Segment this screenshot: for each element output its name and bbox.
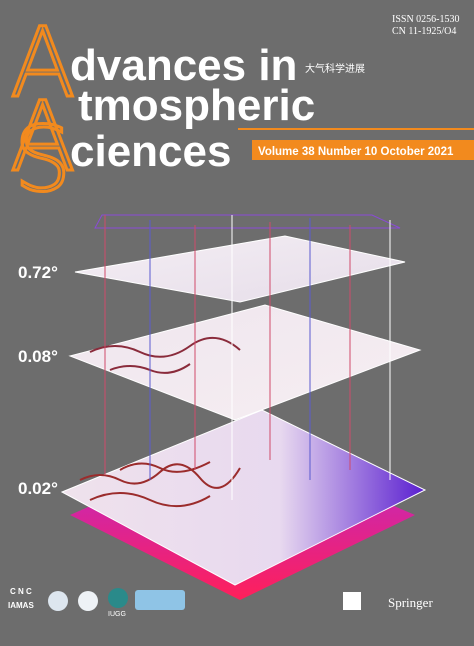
title-initial: A xyxy=(10,7,76,119)
logo xyxy=(135,590,185,610)
layer-label: 0.02° xyxy=(18,479,58,498)
sticks xyxy=(104,215,391,500)
cn-number: CN 11-1925/O4 xyxy=(392,26,456,37)
frame xyxy=(94,214,401,229)
title-word: dvances in xyxy=(70,41,297,90)
title-word: tmospheric xyxy=(78,81,315,130)
title-initial: A xyxy=(10,81,76,193)
logo-text: IAMAS xyxy=(8,601,34,610)
layer-bottom xyxy=(60,409,427,586)
layer-middle xyxy=(68,304,422,421)
issn: ISSN 0256-1530 xyxy=(392,14,460,25)
layer-label: 0.72° xyxy=(18,263,58,282)
logo-text: C N C xyxy=(10,587,32,596)
logo xyxy=(108,588,128,608)
layer-label: 0.08° xyxy=(18,347,58,366)
issue: Volume 38 Number 10 October 2021 xyxy=(258,146,454,158)
title-initial: S xyxy=(14,107,71,212)
logo xyxy=(48,591,68,611)
chinese-title: 大气科学进展 xyxy=(305,62,365,75)
logo xyxy=(343,592,361,610)
layer-top xyxy=(74,235,406,303)
logo-text: IUGG xyxy=(108,611,126,618)
issue-bar xyxy=(252,140,474,160)
title-word: ciences xyxy=(70,127,231,176)
contours xyxy=(79,461,241,508)
logo xyxy=(78,591,98,611)
publisher: Springer xyxy=(388,595,433,610)
